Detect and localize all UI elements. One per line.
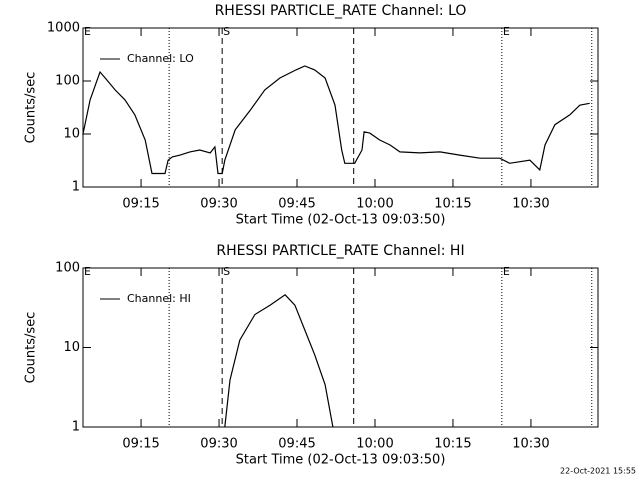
x-tick-label: 10:00 [356,437,393,452]
event-label: E [84,265,91,278]
chart-title: RHESSI PARTICLE_RATE Channel: LO [215,3,467,19]
plot-frame [82,27,599,188]
data-line [82,65,590,175]
x-tick-label: 09:15 [122,437,159,452]
data-line [224,294,334,428]
x-tick-label: 09:30 [200,197,237,212]
event-label: S [223,265,230,278]
y-tick-label: 10 [63,340,80,355]
x-tick-label: 10:30 [512,437,549,452]
legend-label: Channel: LO [127,52,194,65]
y-axis-label: Counts/sec [24,312,39,384]
event-label: E [503,25,510,38]
y-tick-label: 1 [72,180,80,195]
y-tick-label: 10 [63,127,80,142]
x-tick-label: 10:30 [512,197,549,212]
x-tick-label: 10:15 [434,437,471,452]
x-tick-label: 10:15 [434,197,471,212]
y-axis-label: Counts/sec [24,72,39,144]
legend-label: Channel: HI [127,292,191,305]
timestamp: 22-Oct-2021 15:55 [560,467,636,476]
x-tick-label: 09:45 [278,197,315,212]
y-tick-label: 1000 [47,21,80,36]
y-tick-label: 100 [55,74,80,89]
event-label: E [503,265,510,278]
x-tick-label: 09:30 [200,437,237,452]
event-label: S [223,25,230,38]
y-tick-label: 100 [55,261,80,276]
plot-frame [82,267,599,428]
x-tick-label: 09:45 [278,437,315,452]
event-label: E [84,25,91,38]
x-tick-label: 10:00 [356,197,393,212]
chart-title: RHESSI PARTICLE_RATE Channel: HI [216,243,464,259]
x-axis-label: Start Time (02-Oct-13 09:03:50) [236,213,446,228]
y-tick-label: 1 [72,420,80,435]
x-tick-label: 09:15 [122,197,159,212]
x-axis-label: Start Time (02-Oct-13 09:03:50) [236,453,446,468]
